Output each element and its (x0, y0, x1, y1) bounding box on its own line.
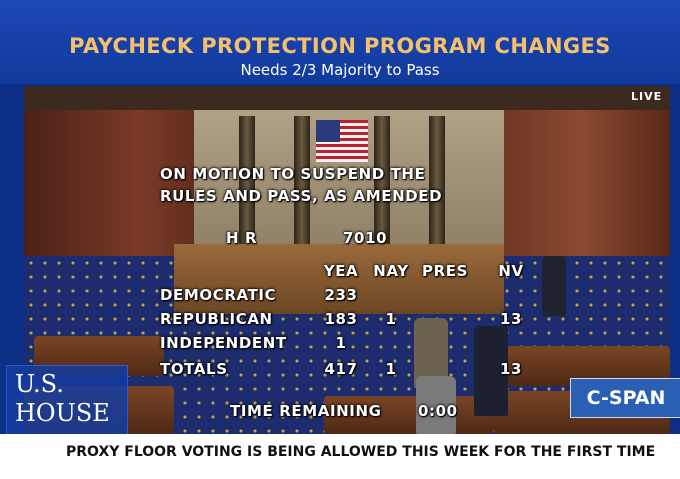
marble-column (239, 116, 255, 246)
cell-totals-nv: 13 (499, 360, 523, 378)
motion-line-2: RULES AND PASS, AS AMENDED (160, 187, 443, 205)
house-floor-video (24, 86, 670, 434)
speaker-rostrum (174, 244, 504, 314)
column-header-nv: NV (498, 262, 524, 280)
cell-independent-yea: 1 (335, 334, 347, 352)
subhead: Needs 2/3 Majority to Pass (240, 61, 440, 79)
row-label-totals: TOTALS (160, 360, 228, 378)
title-banner (0, 0, 680, 84)
cornice (24, 86, 670, 110)
standing-member (474, 326, 508, 416)
lower-third-bar (0, 434, 680, 479)
marble-column (374, 116, 390, 246)
row-label-democratic: DEMOCRATIC (160, 286, 277, 304)
logo-line-1: U.S. (15, 370, 64, 398)
row-label-independent: INDEPENDENT (160, 334, 287, 352)
bill-prefix: H R (226, 229, 258, 247)
cell-totals-yea: 417 (324, 360, 358, 378)
marble-column (294, 116, 310, 246)
cell-republican-nv: 13 (499, 310, 523, 328)
us-house-logo: U.S. HOUSE (6, 365, 128, 435)
time-remaining-label: TIME REMAINING (230, 402, 382, 420)
crawl-text: PROXY FLOOR VOTING IS BEING ALLOWED THIS… (66, 444, 656, 460)
cell-republican-nay: 1 (385, 310, 397, 328)
column-header-nay: NAY (373, 262, 409, 280)
standing-member (542, 256, 566, 316)
column-header-yea: YEA (323, 262, 359, 280)
member-desk (324, 396, 494, 434)
headline: PAYCHECK PROTECTION PROGRAM CHANGES (69, 34, 611, 58)
cspan-logo: C-SPAN (570, 378, 680, 418)
cell-republican-yea: 183 (324, 310, 358, 328)
us-flag-canton (316, 120, 340, 142)
cell-totals-nay: 1 (385, 360, 397, 378)
logo-line-2: HOUSE (15, 399, 110, 427)
time-remaining-value: 0:00 (418, 402, 458, 420)
row-label-republican: REPUBLICAN (160, 310, 273, 328)
cell-democratic-yea: 233 (324, 286, 358, 304)
motion-line-1: ON MOTION TO SUSPEND THE (160, 165, 426, 183)
live-indicator: LIVE (631, 90, 663, 103)
bill-number: 7010 (343, 229, 388, 247)
standing-member (416, 376, 456, 434)
column-header-pres: PRES (422, 262, 468, 280)
marble-column (429, 116, 445, 246)
